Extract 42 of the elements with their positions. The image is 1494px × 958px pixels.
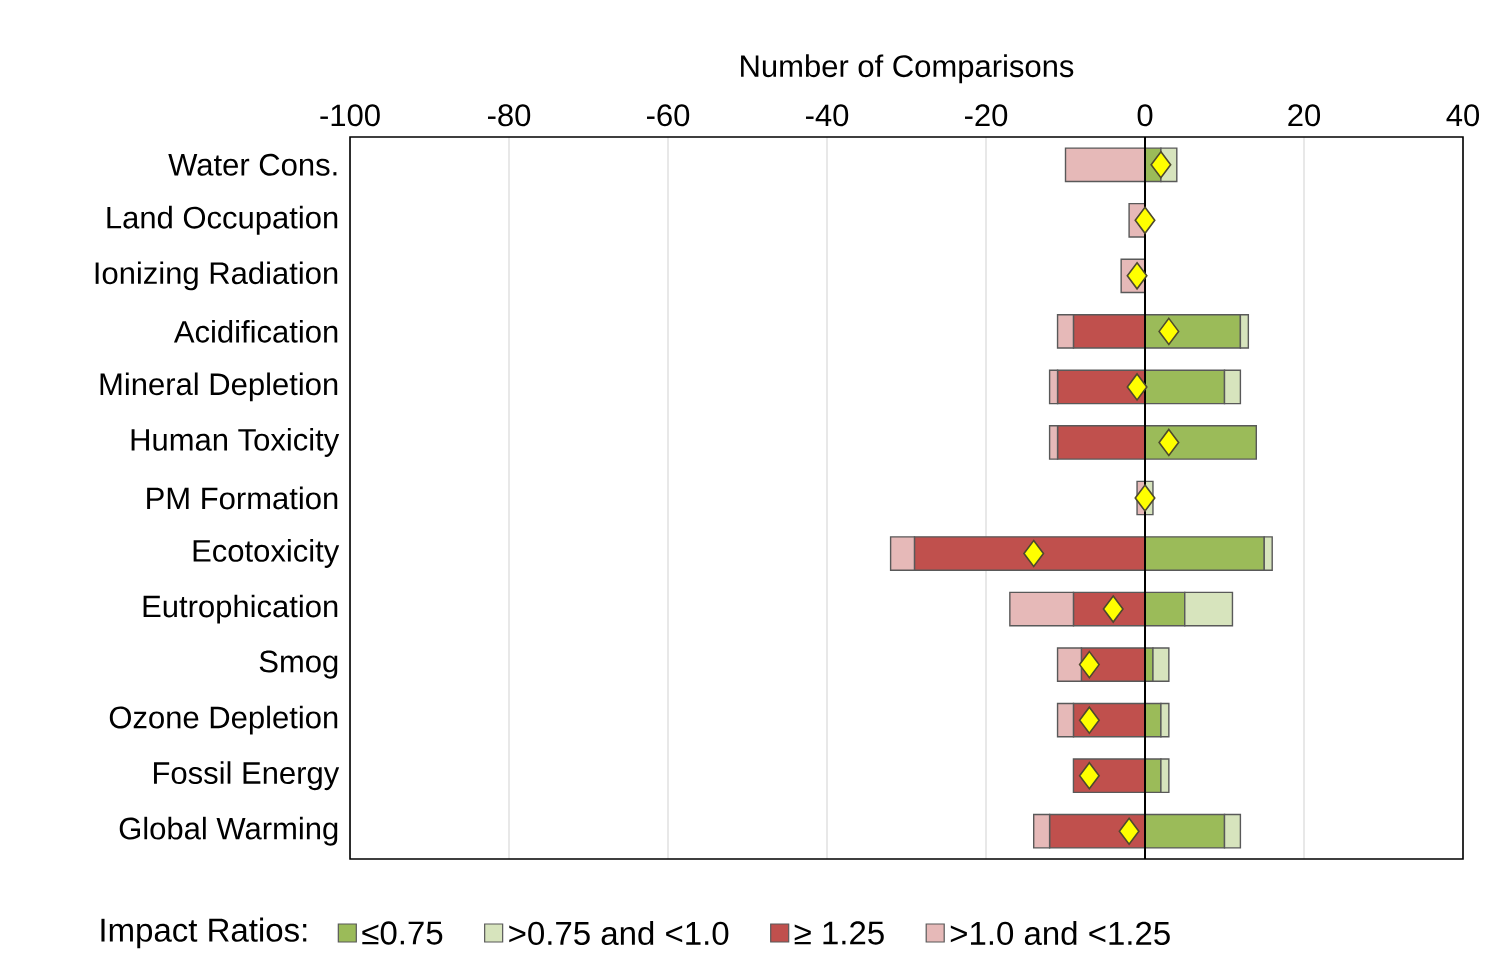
y-tick-label: PM Formation [147, 486, 338, 510]
point [1126, 262, 1148, 290]
y-tick-label: Acidification [173, 320, 338, 343]
bar [1144, 425, 1257, 460]
point [1134, 206, 1156, 235]
bar [1064, 147, 1146, 183]
x-tick-label: -100 [320, 104, 380, 127]
legend-title: Impact Ratios: [101, 917, 307, 949]
y-tick-label: Water Cons. [168, 153, 337, 176]
x-tick-label: -20 [964, 104, 1008, 127]
point [1102, 595, 1124, 623]
point [1078, 650, 1100, 679]
legend-label: ≥ 1.25 [794, 921, 884, 945]
y-tick-label: Ecotoxicity [193, 539, 340, 568]
y-tick-label: Land Occupation [107, 205, 338, 235]
point [1118, 817, 1140, 846]
legend-label: ≤0.75 [362, 921, 443, 945]
y-tick-label: Ionizing Radiation [95, 261, 338, 291]
legend-label: >1.0 and <1.25 [950, 920, 1170, 946]
point [1158, 428, 1180, 457]
point [1150, 150, 1172, 179]
x-tick-label: 20 [1288, 104, 1321, 127]
y-tick-label: Mineral Depletion [100, 372, 338, 402]
legend-label: >0.75 and <1.0 [509, 920, 729, 946]
y-tick-label: Human Toxicity [131, 428, 340, 457]
y-tick-label: Fossil Energy [154, 761, 340, 791]
point [1078, 706, 1100, 734]
x-tick-label: -80 [487, 104, 531, 127]
point [1134, 484, 1156, 512]
y-tick-label: Ozone Depletion [109, 705, 338, 735]
point [1023, 539, 1045, 568]
x-axis-title: Number of Comparisons [741, 54, 1074, 84]
x-tick-label: 40 [1446, 104, 1480, 127]
point [1126, 373, 1148, 401]
y-tick-label: Eutrophication [143, 594, 338, 624]
x-tick-label: 0 [1137, 104, 1153, 127]
y-tick-label: Global Warming [119, 816, 338, 846]
x-tick-label: -40 [805, 104, 849, 127]
point [1078, 761, 1100, 790]
point [1158, 317, 1180, 346]
y-tick-label: Smog [259, 650, 338, 679]
x-tick-label: -60 [646, 104, 690, 127]
